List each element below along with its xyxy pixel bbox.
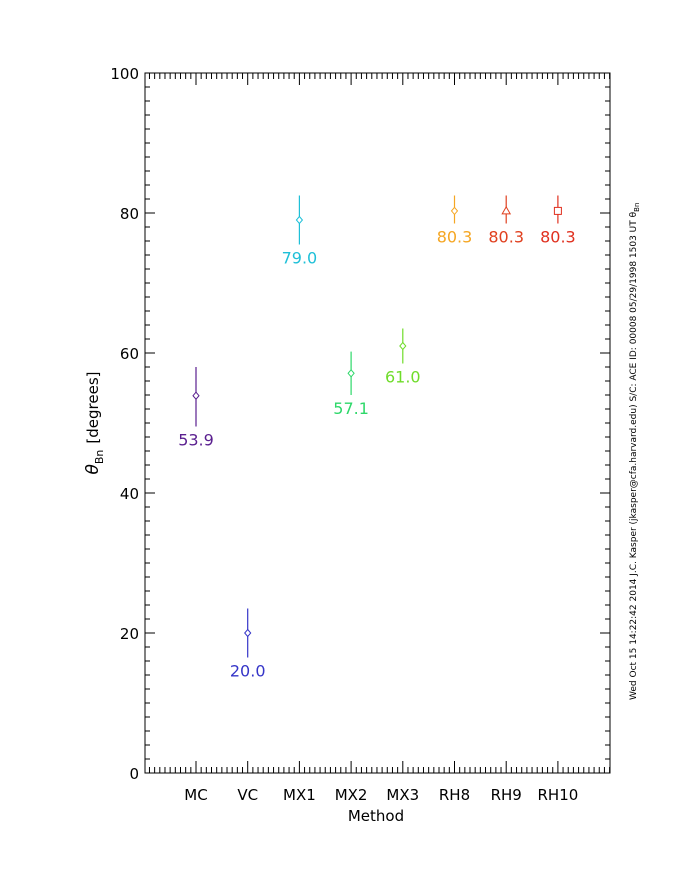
data-label: 57.1: [333, 399, 369, 418]
side-annotation-text: Wed Oct 15 14:22:42 2014 J.C. Kasper (jk…: [629, 211, 639, 700]
side-annotation: Wed Oct 15 14:22:42 2014 J.C. Kasper (jk…: [629, 203, 641, 700]
plot-frame: [144, 72, 611, 774]
data-point-triangle: [501, 205, 512, 215]
x-tick-labels: MC VC MX1 MX2 MX3 RH8 RH9 RH10: [184, 786, 578, 804]
x-tick-label: MX2: [335, 786, 368, 804]
x-tick-label: RH10: [538, 786, 579, 804]
y-axis-symbol: θ: [83, 464, 103, 475]
axis-ticks: [145, 72, 611, 774]
data-point-diamond: [295, 215, 304, 225]
data-point-diamond: [450, 206, 459, 216]
y-axis-label: θBn [degrees]: [83, 371, 106, 474]
side-annotation-subscript: Bn: [633, 203, 641, 212]
svg-text:Wed Oct 15 14:22:42 2014 J.C: Wed Oct 15 14:22:42 2014 J.C. Kasper (jk…: [629, 203, 641, 700]
y-tick-label: 20: [120, 625, 139, 643]
y-tick-label: 80: [120, 205, 139, 223]
x-tick-label: MX1: [283, 786, 316, 804]
x-tick-label: RH8: [439, 786, 470, 804]
data-point-diamond: [399, 341, 407, 351]
data-label: 20.0: [230, 662, 266, 681]
data-label: 80.3: [488, 228, 524, 247]
svg-text:θBn[degrees]: θBn [degrees]: [83, 371, 106, 474]
x-axis-label: Method: [348, 807, 404, 825]
y-tick-label: 0: [129, 765, 139, 783]
data-label: 80.3: [540, 228, 576, 247]
x-tick-label: MC: [184, 786, 207, 804]
y-tick-label: 60: [120, 345, 139, 363]
data-point-diamond: [192, 391, 200, 400]
y-axis-subscript: Bn: [93, 450, 106, 465]
data-label: 53.9: [178, 431, 214, 450]
y-tick-label: 100: [110, 65, 139, 83]
data-marks: 53.9 20.0 79.0 57.1 61.0 80.3 80.3 80.3: [178, 195, 576, 681]
y-tick-label: 40: [120, 485, 139, 503]
x-tick-label: RH9: [491, 786, 522, 804]
x-tick-label: VC: [237, 786, 258, 804]
y-tick-labels: 0 20 40 60 80 100: [110, 65, 139, 783]
data-label: 79.0: [282, 249, 318, 268]
x-tick-label: MX3: [386, 786, 419, 804]
data-label: 61.0: [385, 368, 421, 387]
y-axis-units: [degrees]: [84, 371, 102, 443]
data-label: 80.3: [437, 228, 473, 247]
data-point-diamond: [347, 369, 355, 378]
data-point-square: [553, 206, 562, 215]
data-point-diamond: [244, 628, 252, 638]
